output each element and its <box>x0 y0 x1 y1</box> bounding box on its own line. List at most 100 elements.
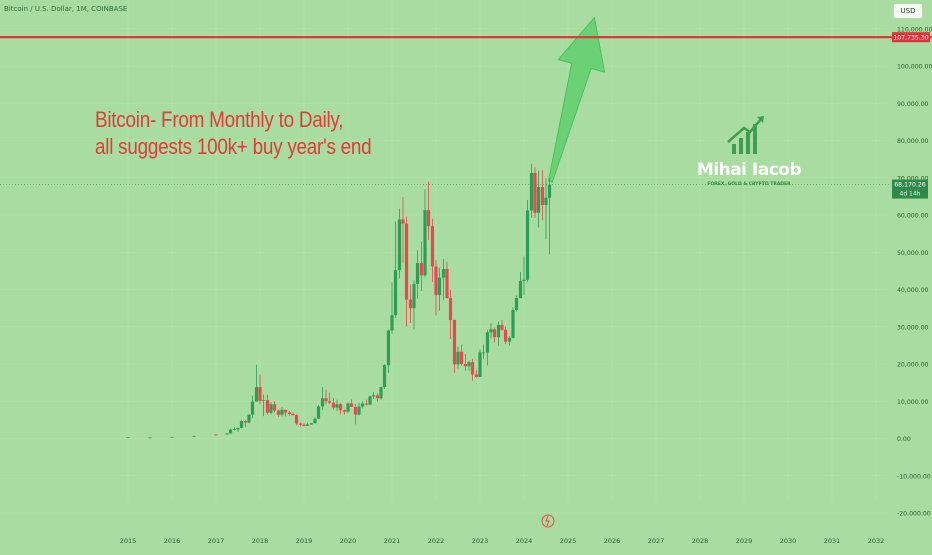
candle[interactable] <box>243 419 248 428</box>
candle[interactable] <box>239 420 244 429</box>
candle[interactable] <box>503 326 508 345</box>
candle[interactable] <box>478 349 482 378</box>
candle[interactable] <box>335 399 339 412</box>
candle[interactable] <box>342 409 347 415</box>
candle[interactable] <box>305 422 310 426</box>
candle[interactable] <box>316 404 321 419</box>
candle[interactable] <box>518 271 523 299</box>
candle[interactable] <box>148 437 152 439</box>
candle[interactable] <box>214 434 218 436</box>
candle[interactable] <box>379 386 383 400</box>
candle[interactable] <box>393 221 398 319</box>
candle[interactable] <box>459 344 464 366</box>
candle[interactable] <box>540 170 545 221</box>
candle[interactable] <box>511 307 515 339</box>
candle[interactable] <box>474 369 479 378</box>
candle[interactable] <box>408 284 413 324</box>
candle[interactable] <box>360 401 365 409</box>
candle[interactable] <box>536 170 541 228</box>
candle[interactable] <box>397 208 402 279</box>
candle[interactable] <box>467 360 471 371</box>
candle[interactable] <box>320 387 325 411</box>
candle[interactable] <box>313 417 317 424</box>
next-candle-icon[interactable] <box>541 514 555 528</box>
candle[interactable] <box>423 189 427 278</box>
candle[interactable] <box>309 423 314 425</box>
candle[interactable] <box>298 422 303 427</box>
candle[interactable] <box>415 250 420 299</box>
candle[interactable] <box>170 436 174 438</box>
candle[interactable] <box>232 427 237 431</box>
candle[interactable] <box>485 329 490 366</box>
candle[interactable] <box>426 181 431 240</box>
candle[interactable] <box>496 321 501 347</box>
candle[interactable] <box>500 320 504 331</box>
candle[interactable] <box>456 346 460 369</box>
candle[interactable] <box>302 423 306 427</box>
candle[interactable] <box>401 197 405 264</box>
candle[interactable] <box>375 393 380 402</box>
candle[interactable] <box>261 394 266 417</box>
candle[interactable] <box>280 406 284 417</box>
candle[interactable] <box>430 218 435 283</box>
candle[interactable] <box>236 427 240 432</box>
candle[interactable] <box>353 404 358 425</box>
candle[interactable] <box>382 364 387 389</box>
candle[interactable] <box>364 399 369 406</box>
currency-button[interactable]: USD <box>893 3 923 19</box>
candle[interactable] <box>126 437 130 439</box>
candle[interactable] <box>525 200 530 283</box>
candle[interactable] <box>386 329 391 373</box>
candle[interactable] <box>228 428 233 434</box>
candle[interactable] <box>489 323 493 339</box>
candle[interactable] <box>533 167 537 218</box>
candle[interactable] <box>294 414 299 426</box>
candle[interactable] <box>514 295 519 312</box>
candle[interactable] <box>192 435 196 437</box>
candle[interactable] <box>357 403 361 416</box>
candle[interactable] <box>258 374 262 405</box>
candle[interactable] <box>452 319 457 373</box>
candle[interactable] <box>445 261 449 299</box>
candle[interactable] <box>529 163 534 218</box>
candle[interactable] <box>371 391 376 400</box>
candle[interactable] <box>448 289 453 340</box>
candle[interactable] <box>265 394 270 415</box>
candle[interactable] <box>368 395 372 406</box>
candle[interactable] <box>390 282 394 334</box>
candle[interactable] <box>437 267 442 311</box>
candle[interactable] <box>291 412 295 417</box>
candle[interactable] <box>338 403 343 415</box>
candle[interactable] <box>463 353 468 371</box>
candle[interactable] <box>404 216 409 327</box>
candle[interactable] <box>507 336 512 346</box>
candle[interactable] <box>250 395 255 419</box>
candle[interactable] <box>419 241 424 291</box>
candle[interactable] <box>247 414 251 424</box>
candle[interactable] <box>481 344 486 359</box>
candle[interactable] <box>470 358 475 381</box>
symbol-title[interactable]: Bitcoin / U.S. Dollar, 1M, COINBASE <box>4 5 128 13</box>
candle[interactable] <box>254 364 259 402</box>
candle[interactable] <box>441 258 446 300</box>
candle[interactable] <box>283 409 288 417</box>
candle[interactable] <box>276 409 281 417</box>
candle[interactable] <box>544 178 548 240</box>
candle[interactable] <box>346 402 350 413</box>
candle[interactable] <box>492 327 497 343</box>
candle[interactable] <box>434 260 438 316</box>
chart-annotation[interactable]: Bitcoin- From Monthly to Daily, all sugg… <box>95 106 416 160</box>
candle[interactable] <box>324 389 328 405</box>
candle[interactable] <box>272 401 277 413</box>
candle[interactable] <box>412 280 416 330</box>
candle[interactable] <box>331 397 336 410</box>
candle[interactable] <box>547 177 552 255</box>
candle[interactable] <box>349 399 354 407</box>
candle[interactable] <box>327 392 332 404</box>
candle[interactable] <box>287 410 292 416</box>
candle[interactable] <box>225 433 229 435</box>
candle[interactable] <box>269 401 273 415</box>
candle[interactable] <box>522 256 526 296</box>
